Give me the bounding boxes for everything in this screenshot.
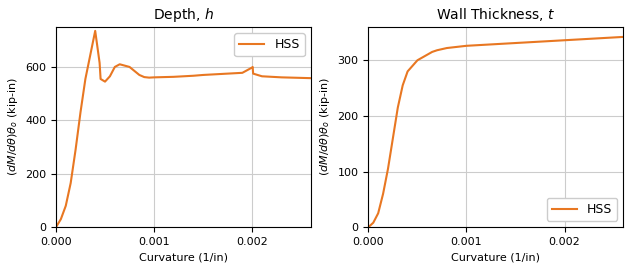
HSS	[610, 36, 618, 39]
Y-axis label: $(dM/d\theta)\theta_o$ (kip-in): $(dM/d\theta)\theta_o$ (kip-in)	[318, 77, 332, 176]
HSS	[532, 40, 539, 43]
HSS	[433, 49, 441, 52]
HSS	[458, 45, 465, 48]
Legend: HSS: HSS	[547, 198, 617, 221]
HSS	[136, 73, 143, 77]
HSS	[502, 42, 509, 45]
HSS	[418, 56, 426, 59]
HSS	[238, 71, 246, 75]
HSS	[551, 39, 559, 42]
HSS	[409, 64, 416, 68]
HSS	[423, 53, 431, 56]
HSS	[249, 65, 257, 69]
HSS	[453, 45, 460, 49]
HSS	[600, 36, 608, 40]
Title: Depth, $h$: Depth, $h$	[153, 6, 214, 24]
HSS	[541, 40, 548, 43]
HSS	[399, 84, 406, 87]
HSS	[278, 76, 286, 79]
HSS	[374, 212, 382, 215]
HSS	[248, 66, 256, 69]
HSS	[482, 43, 490, 46]
HSS	[404, 70, 411, 73]
HSS	[581, 38, 588, 41]
HSS	[140, 76, 148, 79]
HSS	[62, 204, 70, 207]
HSS	[116, 63, 123, 66]
HSS	[258, 75, 265, 78]
HSS	[82, 77, 89, 81]
HSS	[131, 69, 138, 73]
HSS	[170, 75, 177, 79]
HSS	[219, 72, 226, 76]
HSS	[287, 76, 295, 79]
HSS	[126, 65, 133, 69]
HSS	[448, 46, 455, 49]
Line: HSS: HSS	[369, 37, 623, 227]
HSS	[389, 137, 397, 140]
HSS	[52, 226, 60, 229]
HSS	[379, 192, 387, 195]
HSS	[67, 181, 74, 185]
HSS	[394, 106, 401, 109]
HSS	[521, 41, 529, 44]
Line: HSS: HSS	[56, 31, 311, 227]
HSS	[472, 44, 480, 47]
HSS	[463, 44, 470, 47]
HSS	[121, 64, 128, 67]
HSS	[307, 77, 314, 80]
HSS	[101, 80, 109, 83]
X-axis label: Curvature (1/in): Curvature (1/in)	[139, 252, 228, 262]
HSS	[249, 72, 257, 75]
HSS	[97, 77, 104, 81]
HSS	[57, 218, 65, 221]
HSS	[492, 43, 499, 46]
HSS	[428, 50, 436, 54]
HSS	[106, 75, 114, 78]
HSS	[443, 46, 450, 50]
HSS	[229, 72, 237, 75]
HSS	[189, 74, 197, 77]
HSS	[571, 38, 578, 41]
Y-axis label: $(dM/d\theta)\theta_o$ (kip-in): $(dM/d\theta)\theta_o$ (kip-in)	[6, 77, 19, 176]
Legend: HSS: HSS	[235, 33, 305, 56]
HSS	[512, 42, 520, 45]
HSS	[160, 76, 168, 79]
HSS	[414, 59, 421, 62]
X-axis label: Curvature (1/in): Curvature (1/in)	[452, 252, 540, 262]
HSS	[209, 73, 217, 76]
HSS	[96, 61, 103, 65]
HSS	[365, 226, 372, 229]
HSS	[620, 35, 627, 39]
HSS	[384, 167, 392, 170]
HSS	[150, 76, 158, 79]
HSS	[590, 37, 598, 40]
HSS	[111, 65, 119, 69]
HSS	[72, 148, 79, 151]
HSS	[145, 76, 153, 79]
HSS	[91, 29, 99, 32]
Title: Wall Thickness, $t$: Wall Thickness, $t$	[436, 6, 555, 23]
HSS	[268, 75, 276, 79]
HSS	[199, 73, 207, 77]
HSS	[561, 39, 569, 42]
HSS	[180, 75, 187, 78]
HSS	[298, 76, 305, 80]
HSS	[438, 47, 446, 51]
HSS	[369, 221, 377, 224]
HSS	[77, 111, 84, 114]
